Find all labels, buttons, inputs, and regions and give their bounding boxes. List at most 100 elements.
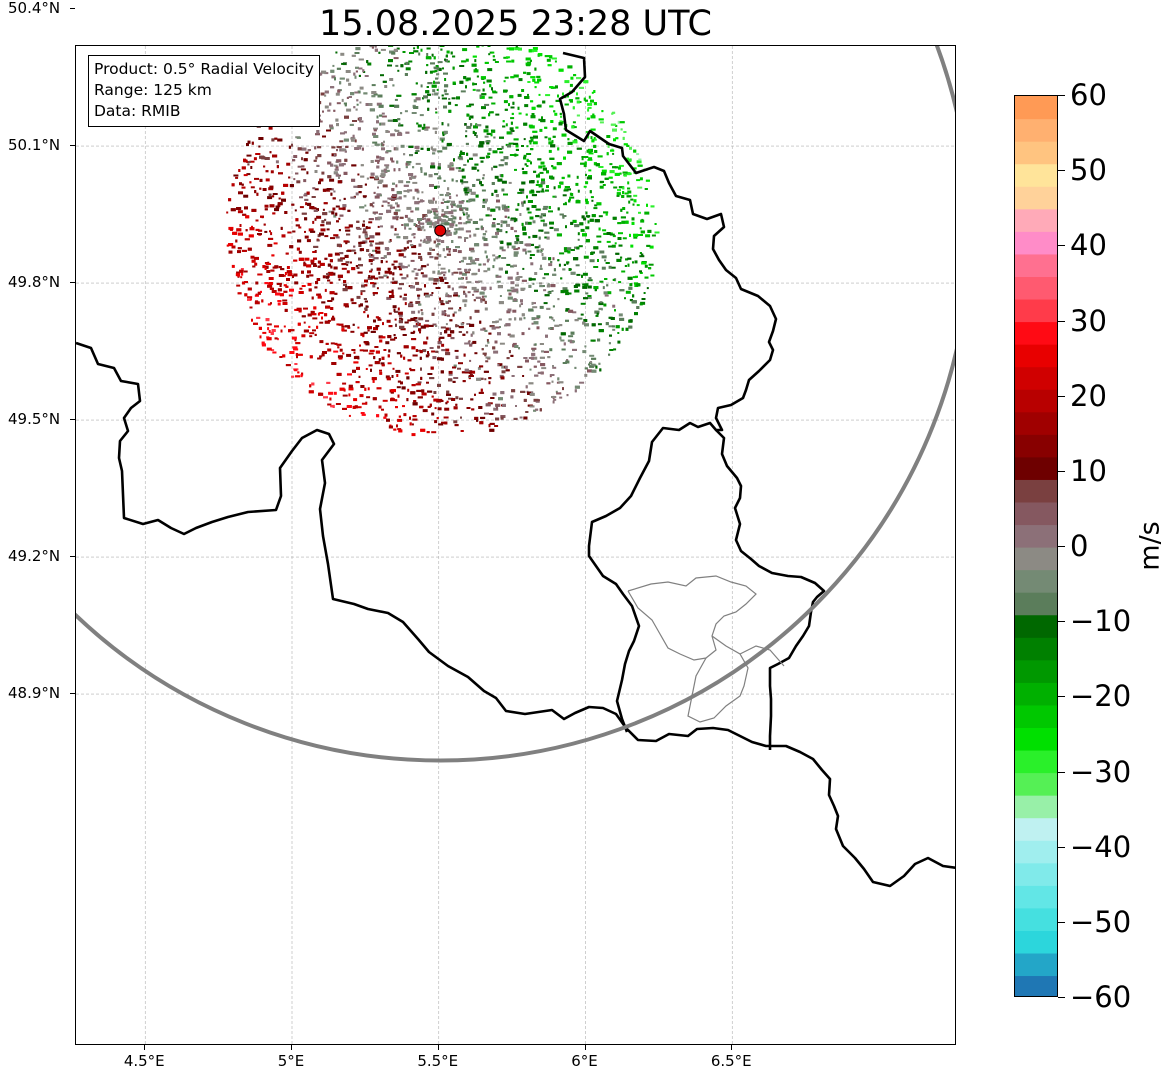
colorbar-segment — [1015, 276, 1057, 300]
lat-tick-label: 50.4°N — [8, 0, 61, 18]
colorbar-tick-mark — [1058, 997, 1065, 998]
colorbar-tick-label: 0 — [1070, 529, 1089, 563]
lat-tick-mark — [70, 145, 75, 147]
radar-map[interactable] — [75, 45, 956, 1045]
colorbar-segment — [1015, 885, 1057, 909]
lon-tick-mark — [144, 1045, 146, 1050]
colorbar-tick-label: 50 — [1070, 153, 1107, 188]
colorbar-tick-mark — [1058, 170, 1065, 172]
colorbar-segment — [1015, 118, 1057, 142]
colorbar-tick-mark — [1058, 921, 1065, 923]
lat-tick-label: 48.9°N — [8, 684, 61, 703]
colorbar-tick-label: −50 — [1070, 904, 1132, 939]
colorbar-segment — [1015, 96, 1057, 120]
lat-tick-mark — [70, 556, 75, 558]
colorbar-tick-label: 10 — [1070, 453, 1107, 488]
colorbar-segment — [1015, 862, 1057, 886]
colorbar-tick-label: −40 — [1070, 829, 1132, 864]
colorbar-tick-mark — [1058, 546, 1065, 547]
lat-tick-label: 49.2°N — [8, 547, 61, 566]
lat-tick-label: 49.8°N — [8, 273, 61, 292]
country-border — [76, 341, 955, 888]
colorbar-segment — [1015, 344, 1057, 368]
colorbar-tick-label: −30 — [1070, 754, 1132, 789]
colorbar-segment — [1015, 727, 1057, 751]
colorbar-segment — [1015, 411, 1057, 435]
colorbar-segment — [1015, 186, 1057, 210]
colorbar-segment — [1015, 795, 1057, 819]
lat-tick-label: 49.5°N — [8, 410, 61, 429]
colorbar-tick-label: −20 — [1070, 679, 1132, 714]
colorbar-segment — [1015, 163, 1057, 187]
lon-tick-label: 6°E — [571, 1052, 598, 1070]
radar-echo-field — [226, 46, 660, 437]
lon-tick-label: 5.5°E — [417, 1052, 459, 1070]
colorbar-tick-label: 60 — [1070, 78, 1107, 112]
colorbar-segment — [1015, 614, 1057, 638]
info-source: Data: RMIB — [94, 102, 181, 120]
radar-map-canvas[interactable] — [76, 46, 956, 1045]
subregion-border — [739, 645, 785, 667]
colorbar-tick-mark — [1058, 245, 1065, 247]
colorbar-tick-mark — [1058, 395, 1065, 397]
colorbar-segment — [1015, 321, 1057, 345]
colorbar-segment — [1015, 524, 1057, 548]
colorbar-tick-mark — [1058, 696, 1065, 698]
subregion-border — [687, 635, 749, 723]
colorbar-segment — [1015, 592, 1057, 616]
colorbar-segment — [1015, 298, 1057, 323]
colorbar-segment — [1015, 456, 1057, 480]
colorbar-tick-mark — [1058, 320, 1065, 322]
info-box: Product: 0.5° Radial Velocity Range: 125… — [88, 55, 320, 127]
colorbar-segment — [1015, 479, 1057, 503]
colorbar-tick-label: 30 — [1070, 303, 1107, 338]
colorbar-segment — [1015, 817, 1057, 841]
colorbar-segment — [1015, 141, 1057, 165]
lon-tick-mark — [291, 1045, 292, 1050]
colorbar-segment — [1015, 208, 1057, 232]
colorbar-segment — [1015, 389, 1057, 413]
colorbar-segment — [1015, 952, 1057, 977]
colorbar-tick-label: 20 — [1070, 378, 1107, 413]
colorbar-segment — [1015, 682, 1057, 706]
lon-tick-label: 5°E — [277, 1052, 305, 1070]
lon-tick-mark — [584, 1045, 586, 1050]
velocity-colorbar — [1014, 95, 1058, 997]
colorbar-segment — [1015, 749, 1057, 774]
radar-site-icon[interactable] — [434, 224, 447, 237]
colorbar-tick-mark — [1058, 771, 1065, 773]
colorbar-segment — [1015, 840, 1057, 864]
colorbar-segment — [1015, 659, 1057, 683]
range-ring — [76, 46, 955, 763]
colorbar-unit-label: m/s — [1134, 521, 1166, 571]
colorbar-segment — [1015, 907, 1057, 931]
colorbar-segment — [1015, 434, 1057, 458]
lon-tick-label: 6.5°E — [710, 1052, 752, 1070]
colorbar-segment — [1015, 547, 1057, 571]
colorbar-segment — [1015, 501, 1057, 526]
colorbar-segment — [1015, 975, 1057, 996]
colorbar-tick-mark — [1058, 621, 1065, 623]
subregion-border — [627, 575, 757, 661]
country-border — [558, 51, 778, 733]
colorbar-tick-mark — [1058, 470, 1065, 472]
country-borders — [76, 51, 955, 888]
lon-tick-mark — [437, 1045, 439, 1050]
colorbar-segment — [1015, 569, 1057, 593]
lat-tick-mark — [70, 419, 75, 421]
colorbar-tick-label: −10 — [1070, 604, 1132, 639]
colorbar-tick-mark — [1058, 95, 1065, 96]
colorbar-segment — [1015, 231, 1057, 255]
colorbar-tick-label: −60 — [1070, 980, 1132, 1014]
gridlines — [76, 46, 955, 1044]
info-range: Range: 125 km — [94, 81, 212, 99]
lat-tick-mark — [70, 282, 75, 284]
radar-site-marker — [434, 224, 447, 237]
colorbar-tick-mark — [1058, 846, 1065, 848]
colorbar-tick-label: 40 — [1070, 228, 1107, 263]
lat-tick-label: 50.1°N — [8, 136, 61, 155]
colorbar-segment — [1015, 253, 1057, 277]
colorbar-segment — [1015, 704, 1057, 728]
info-product: Product: 0.5° Radial Velocity — [94, 60, 314, 78]
country-border — [715, 429, 826, 750]
